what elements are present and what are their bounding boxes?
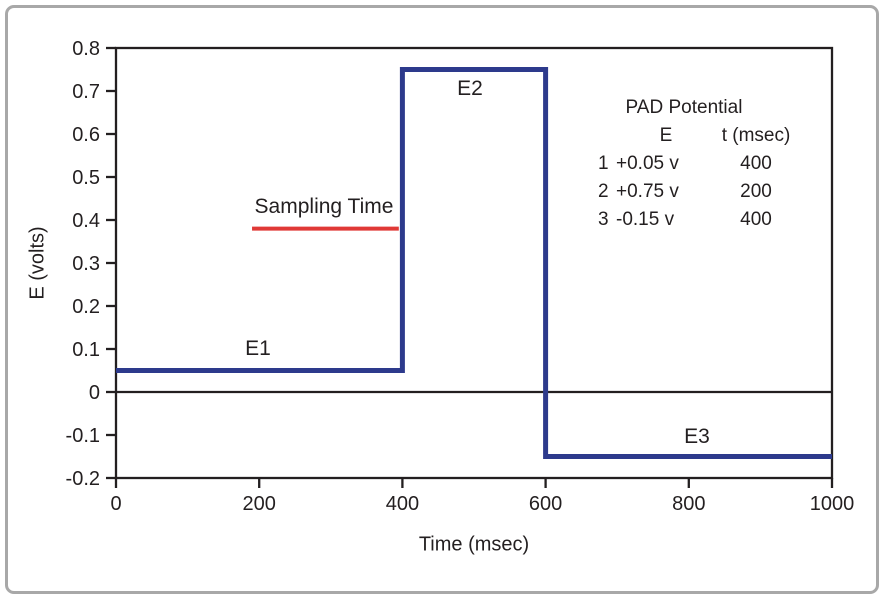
label-e1: E1 [245, 337, 271, 360]
pad-potential-title: PAD Potential [625, 97, 743, 118]
col-header-e: E [659, 125, 673, 146]
label-e2: E2 [457, 77, 483, 100]
y-tick-label: 0.8 [72, 38, 100, 60]
label-e3: E3 [684, 425, 710, 448]
pad-potential-table: PAD Potential E t (msec) 1 +0.05 v 400 2… [598, 94, 796, 234]
y-tick-label: 0.7 [72, 81, 100, 103]
y-tick-label: 0.3 [72, 253, 100, 275]
x-tick-label: 0 [110, 493, 121, 515]
x-tick-label: 600 [529, 493, 562, 515]
y-tick-label: 0.2 [72, 296, 100, 318]
row-potential: +0.05 v [616, 153, 679, 174]
x-tick-label: 200 [243, 493, 276, 515]
x-tick-label: 400 [386, 493, 419, 515]
row-step: 1 [598, 153, 609, 174]
table-row: 2 +0.75 v 200 [598, 178, 796, 206]
pad-potential-header-row: E t (msec) [598, 122, 796, 150]
row-step: 3 [598, 209, 609, 230]
y-tick-label: 0.4 [72, 210, 100, 232]
y-tick-label: -0.2 [66, 468, 100, 490]
row-step: 2 [598, 181, 609, 202]
y-axis-title: E (volts) [26, 226, 49, 300]
pad-potential-waveform [116, 67, 832, 459]
row-potential: -0.15 v [616, 209, 675, 230]
y-tick-label: 0.6 [72, 124, 100, 146]
table-row: 3 -0.15 v 400 [598, 206, 796, 234]
y-tick-label: 0.5 [72, 167, 100, 189]
row-time: 200 [740, 181, 772, 202]
x-axis-title: Time (msec) [418, 533, 530, 556]
row-potential: +0.75 v [616, 181, 679, 202]
y-tick-label: 0 [89, 382, 100, 404]
x-tick-label: 800 [672, 493, 705, 515]
x-tick-label: 1000 [810, 493, 855, 515]
y-tick-label: -0.1 [66, 425, 100, 447]
y-tick-label: 0.1 [72, 339, 100, 361]
col-header-t: t (msec) [721, 125, 791, 146]
table-row: 1 +0.05 v 400 [598, 150, 796, 178]
figure-border [5, 5, 879, 594]
row-time: 400 [740, 153, 772, 174]
row-time: 400 [740, 209, 772, 230]
label-sampling-time: Sampling Time [254, 195, 394, 218]
